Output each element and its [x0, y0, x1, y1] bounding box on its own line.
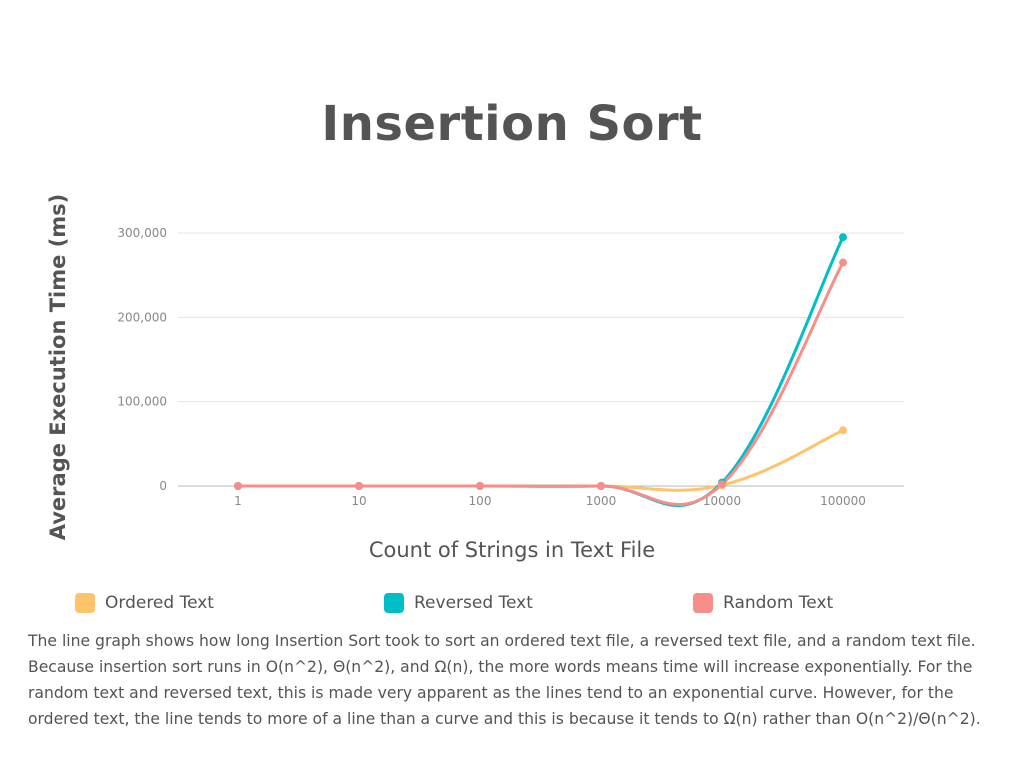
y-tick-label: 0	[159, 479, 167, 493]
legend-item-ordered-text: Ordered Text	[75, 592, 214, 614]
data-point	[597, 482, 605, 490]
y-tick-label: 100,000	[117, 395, 167, 409]
legend-label: Ordered Text	[105, 593, 214, 613]
series-points	[234, 233, 847, 490]
legend-label: Reversed Text	[414, 593, 533, 613]
legend-item-reversed-text: Reversed Text	[384, 592, 533, 614]
x-tick-label: 1	[234, 494, 242, 508]
data-point	[476, 482, 484, 490]
legend: Ordered Text Reversed Text Random Text	[0, 592, 1024, 616]
series-line	[236, 235, 845, 507]
x-axis-label: Count of Strings in Text File	[368, 538, 656, 562]
legend-swatch	[693, 593, 713, 613]
data-point	[718, 480, 726, 489]
x-tick-label: 100000	[820, 494, 866, 508]
data-point	[839, 426, 847, 435]
x-tick-label: 10000	[703, 494, 741, 508]
x-tick-label: 1000	[586, 494, 617, 508]
y-axis-ticks: 0 100,000 200,000 300,000	[117, 226, 167, 493]
line-chart: 0 100,000 200,000 300,000 1 10 100 1000 10000 10…	[117, 226, 904, 508]
gridlines	[178, 232, 904, 487]
series-lines	[236, 235, 845, 507]
y-tick-label: 200,000	[117, 310, 167, 324]
legend-item-random-text: Random Text	[693, 592, 833, 614]
legend-swatch	[384, 593, 404, 613]
data-point	[839, 258, 847, 267]
x-tick-label: 10	[351, 494, 366, 508]
data-point	[355, 482, 363, 490]
data-point	[839, 233, 847, 242]
description-paragraph: The line graph shows how long Insertion …	[28, 632, 981, 728]
legend-swatch	[75, 593, 95, 613]
y-tick-label: 300,000	[117, 226, 167, 240]
legend-label: Random Text	[723, 593, 834, 613]
chart-title: Insertion Sort	[321, 96, 703, 152]
data-point	[234, 482, 242, 490]
x-axis-ticks: 1 10 100 1000 10000 100000	[234, 494, 866, 508]
series-line	[236, 261, 845, 506]
x-tick-label: 100	[469, 494, 492, 508]
